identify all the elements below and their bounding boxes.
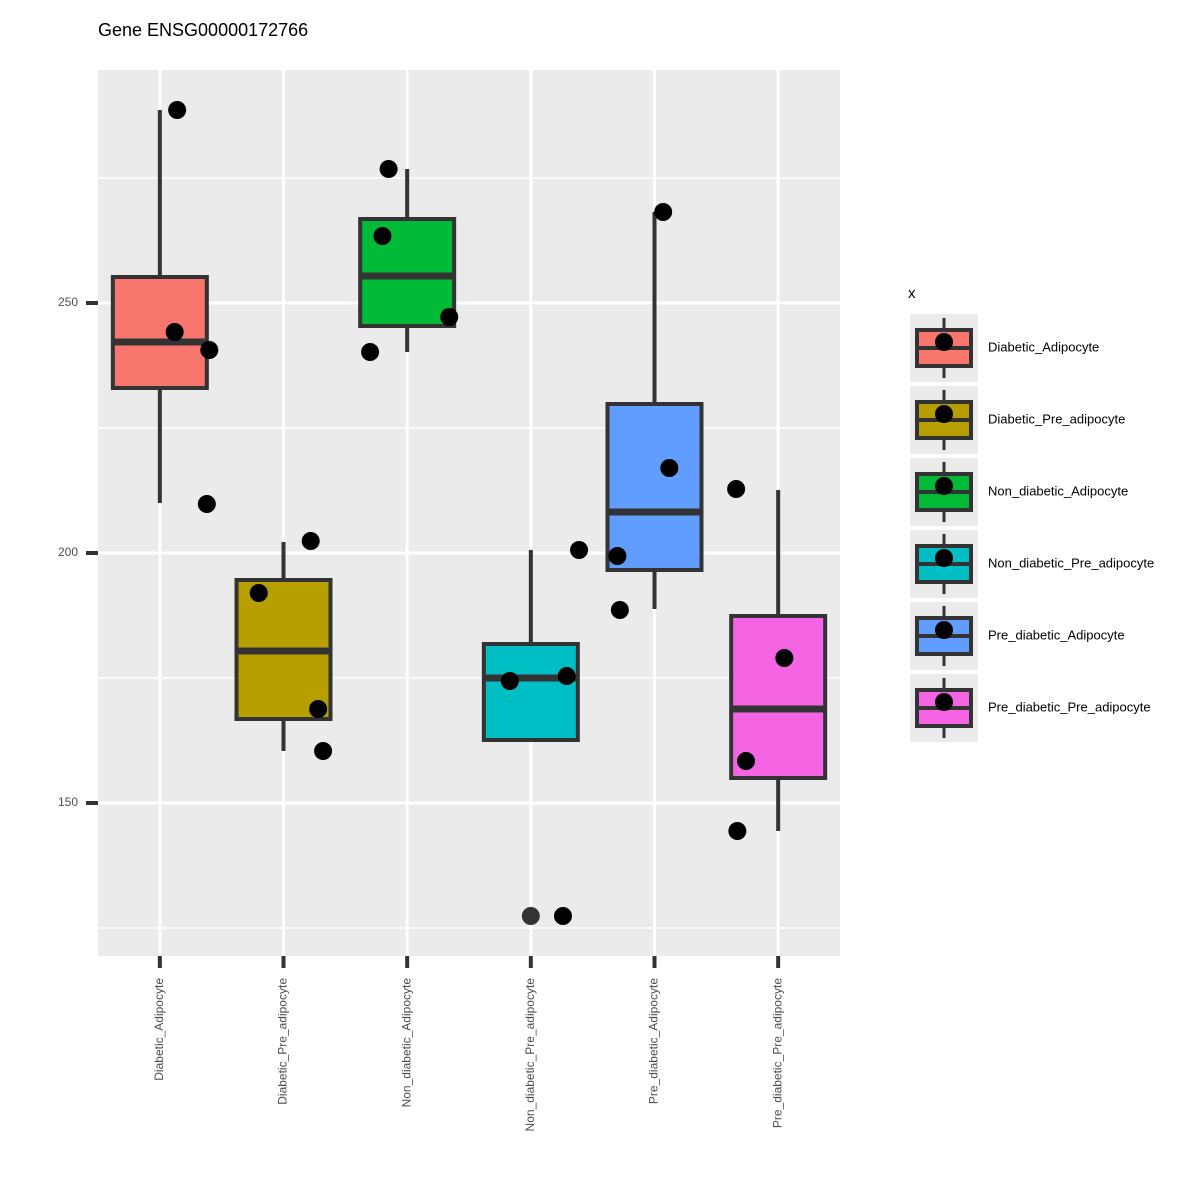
outlier	[521, 907, 540, 925]
legend-key-point	[935, 477, 953, 495]
point	[737, 752, 756, 770]
point	[314, 742, 333, 760]
y-tick-label: 250	[58, 295, 78, 309]
box	[729, 614, 828, 780]
point	[301, 532, 320, 550]
point	[608, 547, 627, 565]
legend-label: Pre_diabetic_Pre_adipocyte	[988, 699, 1151, 714]
point	[197, 495, 216, 513]
y-tick-label: 200	[58, 545, 78, 559]
point	[775, 649, 794, 667]
legend-label: Non_diabetic_Pre_adipocyte	[988, 555, 1154, 570]
point	[165, 323, 184, 341]
point	[728, 822, 747, 840]
legend-label: Diabetic_Adipocyte	[988, 339, 1099, 354]
chart-title: Gene ENSG00000172766	[98, 20, 308, 40]
point	[309, 700, 328, 718]
x-tick-label: Pre_diabetic_Pre_adipocyte	[770, 978, 784, 1128]
point	[557, 667, 576, 685]
point	[361, 343, 380, 361]
point	[440, 308, 459, 326]
point	[570, 541, 589, 559]
legend-key-point	[935, 549, 953, 567]
box	[110, 275, 209, 390]
point	[610, 601, 629, 619]
legend-key-point	[935, 693, 953, 711]
legend-label: Diabetic_Pre_adipocyte	[988, 411, 1125, 426]
legend-key-point	[935, 405, 953, 423]
box	[605, 402, 704, 572]
point	[168, 101, 187, 119]
point	[553, 907, 572, 925]
y-tick-label: 150	[58, 795, 78, 809]
legend-key-point	[935, 333, 953, 351]
point	[654, 203, 673, 221]
x-tick-label: Pre_diabetic_Adipocyte	[647, 978, 661, 1104]
x-tick-label: Non_diabetic_Adipocyte	[399, 978, 413, 1108]
legend-label: Pre_diabetic_Adipocyte	[988, 627, 1125, 642]
point	[249, 584, 268, 602]
point	[500, 672, 519, 690]
x-tick-label: Non_diabetic_Pre_adipocyte	[523, 978, 537, 1132]
point	[379, 160, 398, 178]
point	[727, 480, 746, 498]
point	[660, 459, 679, 477]
x-tick-label: Diabetic_Pre_adipocyte	[276, 978, 290, 1105]
legend-label: Non_diabetic_Adipocyte	[988, 483, 1128, 498]
box	[481, 642, 580, 742]
x-tick-label: Diabetic_Adipocyte	[152, 978, 166, 1081]
point	[373, 227, 392, 245]
plot-panel	[98, 70, 840, 956]
legend-title: x	[908, 285, 916, 302]
point	[200, 341, 219, 359]
legend-key-point	[935, 621, 953, 639]
